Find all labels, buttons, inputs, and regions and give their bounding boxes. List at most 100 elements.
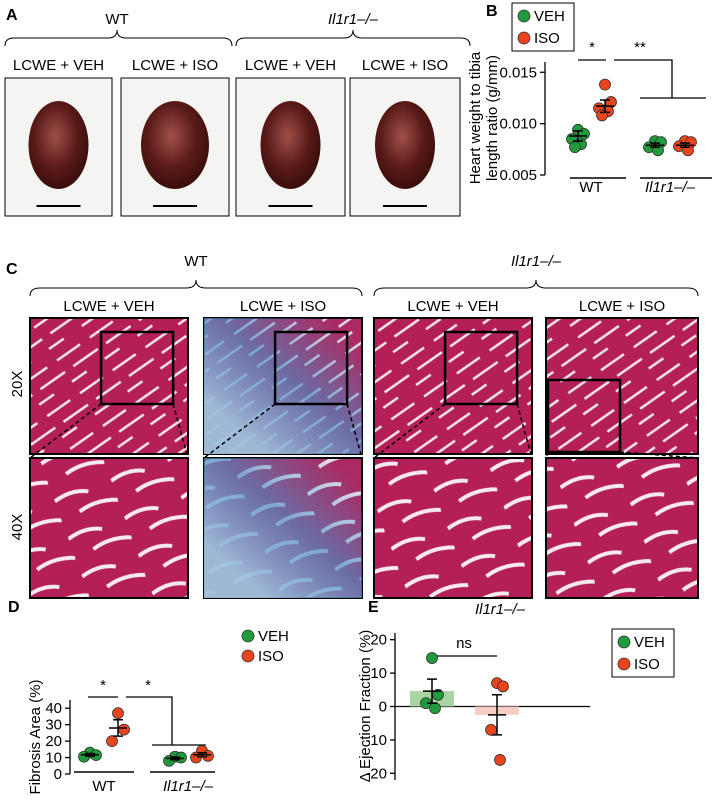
y-tick-label: 20 — [45, 733, 62, 750]
collagen-stain — [204, 458, 362, 598]
micrograph — [29, 457, 189, 599]
condition-label: LCWE + VEH — [13, 57, 104, 74]
y-tick-label: 0 — [54, 766, 62, 783]
legend-label: ISO — [634, 656, 660, 673]
y-tick-label: 0.010 — [499, 116, 537, 133]
bracket — [373, 279, 699, 297]
bracket — [29, 279, 363, 297]
error-bar — [650, 142, 660, 149]
error-bar — [680, 142, 690, 149]
legend-marker — [617, 657, 631, 671]
significance-label: * — [100, 677, 106, 694]
y-tick-label: 40 — [45, 700, 62, 717]
legend-marker — [517, 31, 531, 45]
magnification-label: 40X — [9, 514, 26, 541]
micrograph — [373, 457, 533, 599]
error-bar — [170, 756, 180, 761]
legend-label: ISO — [258, 648, 284, 665]
y-tick-label: -20 — [365, 765, 387, 782]
legend-box — [611, 628, 675, 678]
error-bar — [427, 678, 437, 704]
micrograph — [29, 317, 189, 455]
y-axis-label: Heart weight to tibia — [467, 51, 484, 184]
data-point — [106, 735, 118, 748]
data-point — [112, 707, 124, 720]
y-axis-label: Δ Ejection Fraction (%) — [357, 630, 374, 783]
y-tick-label: 10 — [45, 750, 62, 767]
zoom-lines — [29, 403, 189, 459]
y-tick-label: 0.015 — [499, 64, 537, 81]
significance-label: * — [145, 677, 151, 694]
condition-label: LCWE + VEH — [245, 57, 336, 74]
collagen-stain — [204, 318, 362, 454]
panel-label: B — [486, 3, 498, 20]
condition-label: LCWE + VEH — [63, 298, 154, 315]
y-tick-label: 30 — [45, 717, 62, 734]
y-tick-label: 20 — [370, 632, 387, 649]
group-label: Il1r1–/– — [511, 253, 562, 270]
y-tick-label: 0.005 — [499, 167, 537, 184]
data-point — [569, 141, 581, 154]
data-point — [599, 78, 611, 91]
data-point — [426, 652, 438, 664]
legend-marker — [617, 635, 631, 649]
zoom-lines — [545, 451, 699, 459]
significance-label: * — [589, 39, 595, 56]
panel-label: E — [368, 599, 379, 616]
inset-box — [99, 330, 175, 406]
chart-title: Il1r1–/– — [475, 601, 526, 618]
condition-label: LCWE + VEH — [407, 298, 498, 315]
legend-box — [511, 2, 575, 52]
legend-marker — [241, 629, 255, 643]
data-point — [118, 723, 130, 736]
y-axis-label: length ratio (g/mm) — [484, 55, 501, 181]
heart — [375, 101, 435, 189]
magnification-label: 20X — [9, 371, 26, 398]
x-tick-label: WT — [92, 778, 115, 795]
data-point — [652, 144, 664, 157]
error-bar — [197, 752, 207, 758]
group-label: WT — [184, 253, 207, 270]
condition-label: LCWE + ISO — [132, 57, 218, 74]
panel-label: C — [6, 261, 18, 278]
error-bar — [492, 694, 502, 736]
bracket — [235, 29, 471, 47]
y-tick-label: 10 — [370, 665, 387, 682]
y-tick-label: 0 — [379, 699, 387, 716]
significance-label: ** — [634, 39, 646, 56]
data-point — [494, 754, 506, 766]
error-bar — [113, 718, 123, 737]
condition-label: LCWE + ISO — [579, 298, 665, 315]
significance-label: ns — [456, 635, 472, 652]
inset-box — [273, 330, 349, 406]
bracket — [4, 29, 233, 47]
condition-label: LCWE + ISO — [240, 298, 326, 315]
condition-label: LCWE + ISO — [362, 57, 448, 74]
y-axis-label: Fibrosis Area (%) — [27, 679, 44, 794]
zoom-lines — [373, 403, 533, 459]
inset-box — [546, 378, 622, 454]
micrograph — [373, 317, 533, 455]
data-point — [497, 680, 509, 693]
heart — [141, 101, 209, 189]
inset-box — [443, 330, 519, 406]
heart — [260, 101, 321, 189]
data-point — [190, 751, 202, 764]
zoom-lines — [203, 403, 363, 459]
x-tick-label: Il1r1–/– — [645, 179, 696, 196]
legend-label: VEH — [534, 8, 565, 25]
x-tick-label: WT — [579, 179, 602, 196]
data-point — [429, 702, 441, 715]
panel-label: D — [8, 599, 20, 616]
heart — [28, 101, 89, 189]
legend-label: VEH — [258, 628, 289, 645]
legend-label: VEH — [634, 634, 665, 651]
error-bar — [573, 130, 583, 142]
micrograph — [545, 457, 699, 599]
data-point — [485, 723, 497, 736]
panel-label: A — [6, 7, 18, 24]
error-bar — [600, 99, 610, 114]
micrograph — [545, 317, 699, 455]
data-point — [596, 109, 608, 122]
